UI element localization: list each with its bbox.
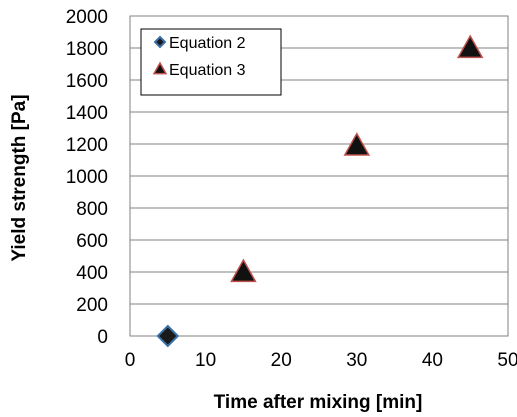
y-tick-label: 1200 — [66, 135, 108, 156]
y-tick-label: 1400 — [66, 103, 108, 124]
y-tick-label: 1800 — [66, 39, 108, 60]
y-tick-label: 1600 — [66, 71, 108, 92]
x-axis-ticks: 0 10 20 30 40 50 — [125, 350, 517, 371]
legend-diamond-icon — [153, 35, 167, 49]
y-axis-title: Yield strength [Pa] — [9, 94, 30, 261]
diamond-data-point — [156, 324, 180, 348]
x-tick-label: 30 — [346, 350, 367, 371]
triangle-data-point — [343, 132, 371, 156]
data-points — [156, 34, 484, 348]
y-tick-label: 1000 — [66, 167, 108, 188]
legend: Equation 2 Equation 3 — [140, 28, 282, 96]
y-tick-label: 600 — [76, 231, 108, 252]
y-tick-label: 400 — [76, 263, 108, 284]
y-tick-label: 800 — [76, 199, 108, 220]
triangle-data-point — [230, 258, 257, 283]
x-axis-title: Time after mixing [min] — [214, 392, 423, 413]
x-tick-label: 40 — [422, 350, 443, 371]
x-tick-label: 50 — [497, 350, 517, 371]
y-tick-label: 0 — [97, 327, 108, 348]
x-tick-label: 0 — [125, 350, 136, 371]
x-tick-label: 20 — [271, 350, 292, 371]
legend-triangle-icon — [152, 61, 168, 75]
legend-label: Equation 3 — [169, 62, 246, 79]
y-tick-label: 200 — [76, 295, 108, 316]
x-tick-label: 10 — [195, 350, 216, 371]
triangle-data-point — [456, 34, 484, 59]
legend-label: Equation 2 — [169, 35, 246, 52]
plot-area — [129, 15, 509, 337]
y-tick-label: 2000 — [66, 7, 108, 28]
y-axis-ticks: 0 200 400 600 800 1000 1200 1400 1600 1800 2000 — [66, 7, 108, 348]
